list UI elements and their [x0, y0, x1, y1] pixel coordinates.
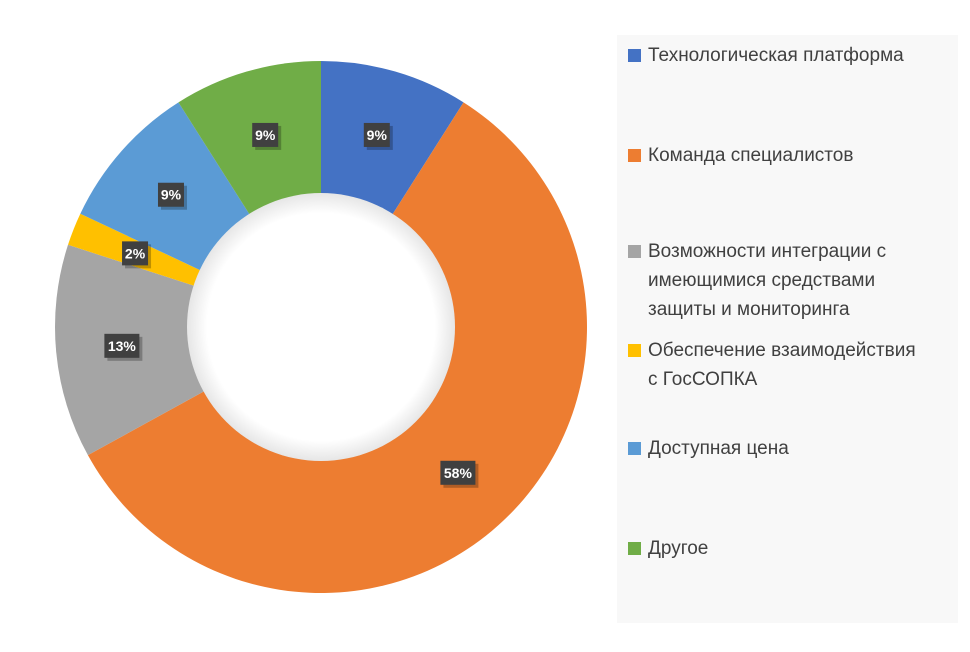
data-label: 13%	[104, 333, 143, 361]
legend-label-line: защиты и мониторинга	[648, 299, 850, 320]
legend-label-line: Другое	[648, 538, 709, 559]
legend-label: Обеспечение взаимодействия с ГосСОПКА	[648, 336, 916, 394]
legend-item[interactable]: Команда специалистов	[628, 141, 958, 170]
donut-slice[interactable]	[54, 244, 321, 456]
legend-label-line: Команда специалистов	[648, 145, 854, 166]
legend-swatch-icon	[628, 344, 641, 357]
legend-label: Другое	[648, 534, 708, 563]
legend-label-line: Доступная цена	[648, 438, 789, 459]
svg-text:9%: 9%	[367, 127, 388, 143]
legend-swatch-icon	[628, 442, 641, 455]
data-label: 2%	[122, 241, 152, 269]
legend-label-line: Технологическая платформа	[648, 45, 904, 66]
legend-label-line: имеющимися средствами	[648, 270, 876, 291]
legend-label: Технологическая платформа	[648, 41, 904, 70]
legend-label: Возможности интеграции с имеющимися средс…	[648, 237, 886, 324]
svg-text:9%: 9%	[255, 127, 276, 143]
legend-item[interactable]: Другое	[628, 534, 958, 563]
legend-item[interactable]: Возможности интеграции с имеющимися средс…	[628, 237, 958, 324]
data-label: 9%	[363, 122, 393, 150]
data-label: 9%	[252, 122, 282, 150]
data-label: 9%	[157, 182, 187, 210]
legend-label-line: Возможности интеграции с	[648, 241, 887, 262]
legend-swatch-icon	[628, 245, 641, 258]
svg-text:58%: 58%	[444, 465, 473, 481]
legend-swatch-icon	[628, 149, 641, 162]
svg-text:13%: 13%	[108, 338, 137, 354]
legend-item[interactable]: Доступная цена	[628, 434, 958, 463]
donut-hole	[187, 193, 455, 461]
legend-item[interactable]: Технологическая платформа	[628, 41, 958, 70]
legend: Технологическая платформа Команда специал…	[617, 35, 958, 623]
legend-item[interactable]: Обеспечение взаимодействия с ГосСОПКА	[628, 336, 958, 394]
svg-text:9%: 9%	[161, 187, 182, 203]
svg-text:2%: 2%	[125, 245, 146, 261]
donut-chart: 9% 58% 13% 2% 9% 9%	[54, 61, 588, 593]
legend-swatch-icon	[628, 49, 641, 62]
legend-label-line: с ГосСОПКА	[648, 369, 758, 390]
legend-label: Команда специалистов	[648, 141, 853, 170]
legend-label-line: Обеспечение взаимодействия	[648, 340, 916, 361]
legend-swatch-icon	[628, 542, 641, 555]
data-label: 58%	[440, 460, 479, 488]
legend-label: Доступная цена	[648, 434, 789, 463]
